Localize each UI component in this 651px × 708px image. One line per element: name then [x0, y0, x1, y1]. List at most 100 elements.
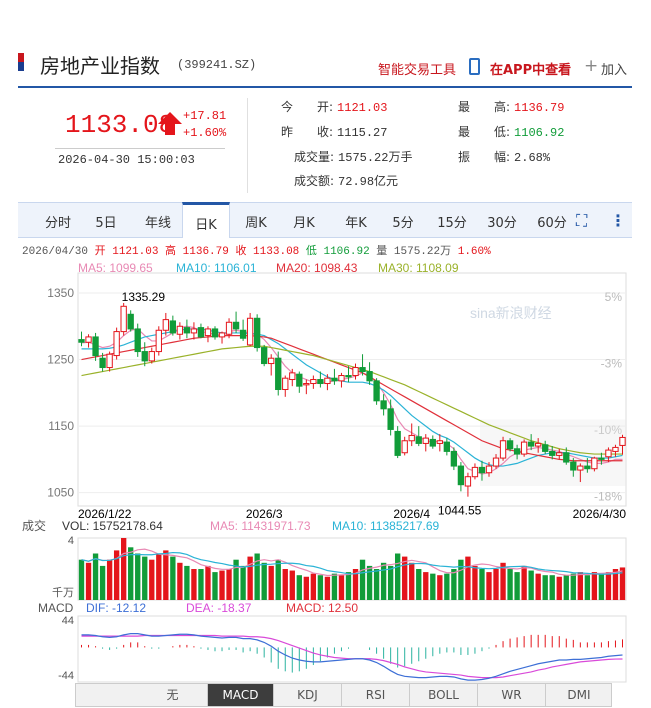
volume-bar: [219, 570, 225, 600]
tab-intraday[interactable]: 分时: [44, 216, 71, 231]
volume-bar: [507, 569, 513, 600]
candle-body: [457, 465, 465, 486]
plus-icon[interactable]: +: [584, 56, 599, 76]
volume-bar: [156, 553, 162, 600]
volume-panel-frame: [77, 537, 627, 601]
candle-body: [197, 327, 205, 338]
tab-yearly-k[interactable]: 年K: [345, 216, 367, 231]
smart-trading-link[interactable]: 智能交易工具: [378, 63, 457, 78]
indicator-rsi-button[interactable]: RSI: [342, 684, 410, 706]
candle-body: [289, 372, 296, 381]
volume-label: 成交: [22, 518, 46, 533]
indicator-macd-button[interactable]: MACD: [208, 684, 274, 706]
volume-bar: [282, 569, 288, 600]
volume-bar: [577, 572, 584, 600]
phone-icon: [469, 58, 480, 75]
candle-body: [436, 440, 443, 444]
more-icon[interactable]: ⋮: [610, 211, 626, 230]
volume-bar: [120, 538, 127, 600]
tab-weekly-k[interactable]: 周K: [245, 216, 267, 231]
tab-30min[interactable]: 30分: [487, 216, 517, 231]
candle-body: [268, 357, 275, 365]
header: 房地产业指数 (399241.SZ) 智能交易工具 在APP中查看 + 加入: [0, 0, 651, 88]
candle-body: [303, 383, 310, 386]
candle-body: [359, 367, 366, 373]
candle-body: [155, 329, 162, 353]
volume-bar: [380, 562, 387, 600]
tab-daily-k[interactable]: 日K: [182, 202, 230, 238]
candle-body: [408, 434, 415, 442]
volume-bar: [78, 559, 85, 600]
candle-body: [506, 440, 514, 450]
indicator-kdj-button[interactable]: KDJ: [274, 684, 342, 706]
candle-body: [527, 441, 535, 447]
tab-5day[interactable]: 5日: [95, 216, 117, 231]
tab-5min[interactable]: 5分: [392, 216, 414, 231]
candle-body: [485, 465, 493, 474]
volume-bar: [563, 575, 569, 600]
header-divider: [18, 86, 632, 88]
candle-body: [429, 438, 436, 447]
indicator-wr-button[interactable]: WR: [478, 684, 546, 706]
x-tick-label: 2026/3: [246, 507, 283, 521]
volume-bar: [254, 553, 260, 600]
volume-bar: [521, 565, 527, 600]
candle-body: [584, 465, 591, 470]
volume-bar: [542, 575, 548, 600]
volume-bar: [324, 576, 331, 600]
index-code: (399241.SZ): [177, 58, 257, 72]
candle-body: [373, 380, 380, 402]
candle-body: [85, 336, 92, 343]
price-panel-frame: [77, 272, 627, 507]
y-tick-label: 1150: [48, 419, 74, 433]
macd-legend-1: DEA: -18.37: [186, 601, 252, 615]
add-watchlist-link[interactable]: 加入: [601, 63, 628, 78]
min-annotation: 1044.55: [438, 504, 482, 518]
candle-body: [577, 465, 584, 471]
volume-bar: [605, 572, 612, 600]
indicator-boll-button[interactable]: BOLL: [410, 684, 478, 706]
y-pct-label: -18%: [594, 490, 622, 504]
fullscreen-icon[interactable]: ⛶: [576, 211, 588, 230]
indicator-none-button[interactable]: 无: [138, 684, 208, 706]
ma-legend-0: MA5: 1099.65: [78, 261, 153, 275]
tab-60min[interactable]: 60分: [537, 216, 567, 231]
candle-body: [478, 466, 486, 474]
high-field: 最 高: 1136.79: [458, 100, 565, 115]
candle-body: [563, 452, 570, 463]
volume-bar: [149, 559, 155, 600]
volume-bar: [184, 565, 190, 600]
volume-bar: [359, 559, 366, 600]
candle-body: [141, 351, 148, 362]
tab-15min[interactable]: 15分: [437, 216, 467, 231]
candle-body: [176, 325, 184, 335]
volume-bar: [479, 569, 485, 600]
ma-legend-3: MA30: 1108.09: [378, 261, 459, 275]
y-tick-label: 1350: [47, 286, 74, 300]
candle-body: [261, 347, 268, 365]
candle-body: [225, 321, 233, 335]
candle-body: [492, 457, 500, 467]
volume-bar: [92, 553, 99, 600]
amplitude-field: 振 幅: 2.68%: [458, 150, 551, 165]
candle-body: [464, 476, 472, 487]
candle-body: [394, 430, 401, 456]
candle-body: [120, 305, 127, 333]
candle-body: [99, 357, 106, 369]
volume-bar: [85, 562, 92, 600]
candle-body: [513, 448, 521, 455]
indicator-dmi-button[interactable]: DMI: [567, 688, 591, 702]
candle-body: [415, 436, 422, 444]
tab-monthly-k[interactable]: 月K: [293, 216, 315, 231]
y-tick-label: 1050: [47, 486, 74, 500]
x-tick-label: 2026/1/22: [78, 507, 132, 521]
volume-bar: [212, 572, 218, 600]
view-in-app-link[interactable]: 在APP中查看: [490, 63, 572, 78]
low-field: 最 低: 1106.92: [458, 125, 565, 140]
volume-bar: [205, 565, 211, 600]
candle-body: [556, 452, 563, 456]
candle-body: [338, 375, 345, 382]
tab-year-line[interactable]: 年线: [144, 216, 171, 231]
candle-body: [380, 400, 387, 410]
volume-legend-1: MA5: 11431971.73: [210, 519, 311, 533]
